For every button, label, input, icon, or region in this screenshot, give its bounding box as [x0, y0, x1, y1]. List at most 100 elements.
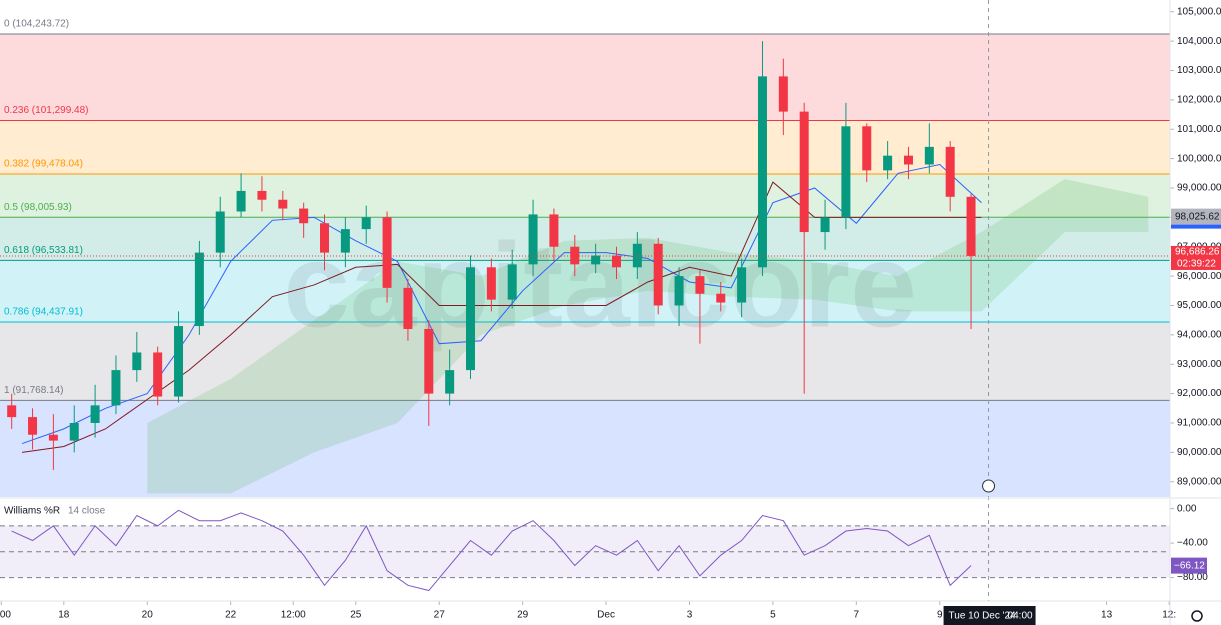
candle-body — [945, 146, 955, 197]
candle-body — [278, 199, 288, 209]
candle-body — [966, 196, 976, 256]
candle-body — [174, 326, 184, 397]
candle-body — [924, 146, 934, 165]
candle-body — [737, 267, 747, 303]
candle-body — [507, 264, 517, 300]
x-tick-label: 25 — [350, 610, 362, 621]
candle-body — [653, 243, 663, 306]
y-tick-label: 99,000.00 — [1177, 183, 1221, 194]
ichimoku-cloud — [147, 179, 1149, 494]
w-tick-label: 0.00 — [1177, 503, 1197, 514]
candle-body — [28, 417, 38, 435]
x-tick-label: 7 — [854, 610, 860, 621]
fib-band — [0, 120, 1170, 174]
x-tick-label: 13 — [1101, 610, 1113, 621]
fib-label: 0.382 (99,478.04) — [4, 159, 83, 170]
y-tick-label: 93,000.00 — [1177, 359, 1221, 370]
y-tick-label: 100,000.00 — [1177, 153, 1221, 164]
x-tick-label: 12: — [1162, 610, 1176, 621]
x-tick-label: 27 — [434, 610, 446, 621]
y-tick-label: 96,000.00 — [1177, 271, 1221, 282]
candle-body — [361, 217, 371, 230]
candle-body — [695, 276, 705, 294]
fib-label: 0 (104,243.72) — [4, 19, 69, 30]
y-tick-label: 102,000.00 — [1177, 95, 1221, 106]
y-tick-label: 94,000.00 — [1177, 329, 1221, 340]
fib-label: 0.5 (98,005.93) — [4, 202, 72, 213]
candle-body — [549, 214, 559, 247]
candle-body — [883, 155, 893, 171]
x-tick-label: 2:00 — [0, 610, 11, 621]
candle-body — [716, 293, 726, 303]
candle-body — [591, 255, 601, 265]
candle-body — [153, 352, 163, 397]
fib-label: 0.786 (94,437.91) — [4, 307, 83, 318]
fib-band — [0, 321, 1170, 401]
y-tick-label: 101,000.00 — [1177, 124, 1221, 135]
candle-body — [903, 155, 913, 165]
fib-label: 0.236 (101,299.48) — [4, 105, 89, 116]
marker-accent — [1171, 224, 1221, 229]
candle-body — [236, 190, 246, 212]
settings-icon[interactable] — [1191, 610, 1203, 622]
w-tick-label: −80.00 — [1177, 572, 1208, 583]
x-tick-label: Dec — [597, 610, 615, 621]
y-tick-label: 92,000.00 — [1177, 388, 1221, 399]
current-price-label: 96,686.26 — [1175, 247, 1220, 258]
candle-body — [841, 126, 851, 218]
candle-body — [820, 217, 830, 233]
x-tick-label: 12:00 — [281, 610, 306, 621]
candle-body — [48, 434, 58, 441]
y-tick-label: 90,000.00 — [1177, 447, 1221, 458]
x-tick-label: 20 — [142, 610, 154, 621]
candle-body — [799, 111, 809, 233]
candle-body — [382, 217, 392, 288]
y-tick-label: 89,000.00 — [1177, 476, 1221, 487]
crosshair-button — [982, 479, 996, 493]
candle-body — [528, 214, 538, 265]
indicator-params: 14 close — [68, 506, 106, 517]
x-tick-label: 29 — [517, 610, 529, 621]
crosshair-date: Tue 10 Dec '24 — [949, 611, 1017, 622]
candle-body — [570, 246, 580, 265]
candle-body — [111, 370, 121, 406]
candle-body — [7, 405, 17, 418]
countdown-label: 02:39:22 — [1177, 259, 1216, 270]
candle-body — [257, 190, 267, 200]
candle-body — [132, 352, 142, 371]
candle-body — [320, 223, 330, 253]
x-tick-label: 3 — [687, 610, 693, 621]
candle-body — [486, 267, 496, 300]
candle-body — [611, 255, 621, 268]
y-tick-label: 95,000.00 — [1177, 300, 1221, 311]
x-tick-label: 9 — [937, 610, 943, 621]
candle-body — [340, 229, 350, 253]
gear[interactable] — [1191, 610, 1203, 622]
candle-body — [215, 211, 225, 253]
y-tick-label: 91,000.00 — [1177, 418, 1221, 429]
fib-band — [0, 33, 1170, 121]
fib-band — [0, 173, 1170, 218]
williams-current-box — [1171, 557, 1207, 574]
fib-label: 1 (91,768.14) — [4, 385, 64, 396]
crosshair-time: 04:00 — [1008, 611, 1033, 622]
y-tick-label: 105,000.00 — [1177, 6, 1221, 17]
candle-body — [424, 328, 434, 394]
candle-body — [69, 422, 79, 441]
marker-box — [1171, 208, 1221, 225]
crosshair-time-box — [943, 606, 1036, 625]
candle-body — [90, 405, 100, 423]
marker-label: 98,025.62 — [1175, 211, 1220, 222]
fib-band — [0, 400, 1170, 497]
w-tick-label: −40.00 — [1177, 538, 1208, 549]
candle-body — [757, 76, 767, 268]
y-tick-label: 104,000.00 — [1177, 36, 1221, 47]
candle-body — [194, 252, 204, 327]
candle-body — [778, 76, 788, 112]
y-tick-label: 103,000.00 — [1177, 65, 1221, 76]
williams-line — [11, 509, 972, 592]
candle-body — [674, 276, 684, 306]
candle-body — [466, 267, 476, 371]
candle-body — [403, 287, 413, 329]
